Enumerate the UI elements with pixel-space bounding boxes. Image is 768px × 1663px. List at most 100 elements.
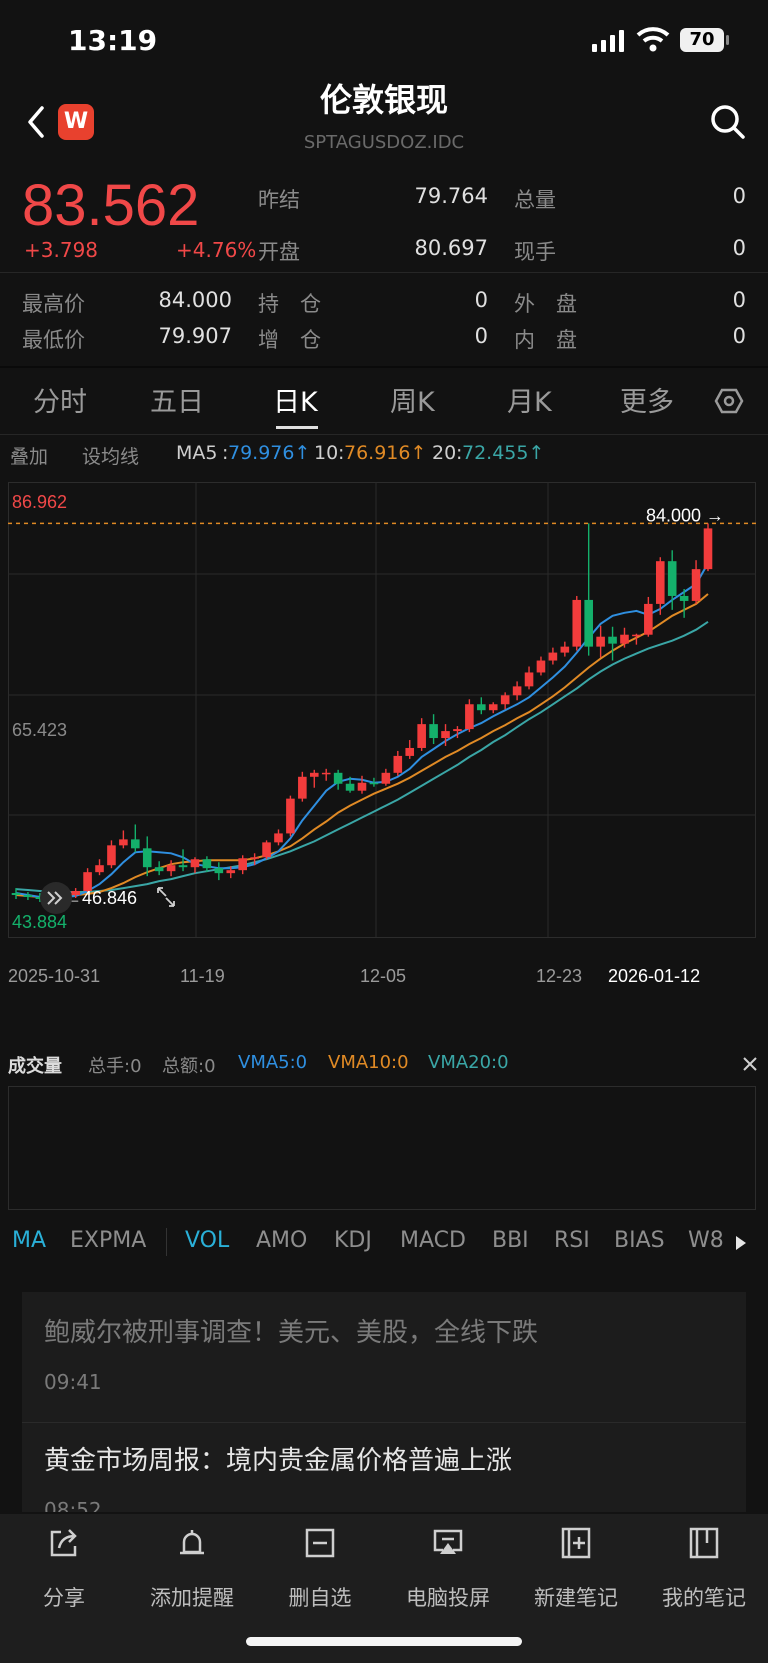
candle-down xyxy=(214,868,224,874)
candle-up xyxy=(321,772,331,775)
my-notes-label: 我的笔记 xyxy=(662,1586,746,1610)
oi-change-label: 增 仓 xyxy=(258,328,321,352)
candle-down xyxy=(154,867,164,872)
tabs-divider xyxy=(0,434,768,435)
open-interest-value: 0 xyxy=(474,288,488,312)
candle-up xyxy=(465,704,474,730)
vma20-value: VMA20:0 xyxy=(428,1052,509,1073)
prev-settle-value: 79.764 xyxy=(414,184,488,208)
x-axis-label: 2026-01-12 xyxy=(608,966,700,986)
candle-up xyxy=(166,865,176,872)
period-tabs: 分时 五日 日K 周K 月K 更多 xyxy=(0,368,768,434)
page-title: 伦敦银现 xyxy=(319,81,448,119)
x-axis-label: 2025-10-31 xyxy=(8,966,100,986)
candle-down xyxy=(202,859,212,869)
chart-frame xyxy=(8,482,756,938)
close-icon[interactable] xyxy=(742,1056,758,1072)
news-time-2: 08:52 xyxy=(44,1498,102,1512)
kline-svg[interactable]: 86.962 65.423 43.884 84.000 → ←46.846 2025-10… xyxy=(8,482,756,992)
screen-cast-button[interactable]: 电脑投屏 xyxy=(384,1526,512,1610)
candle-up xyxy=(417,724,426,748)
back-arrow-icon[interactable] xyxy=(22,102,52,142)
candle-up xyxy=(524,672,534,687)
home-indicator[interactable] xyxy=(246,1637,522,1646)
outer-volume-value: 0 xyxy=(732,288,746,312)
tab-weekly-k[interactable]: 周K xyxy=(390,387,435,418)
candle-down xyxy=(608,636,617,644)
candle-up xyxy=(238,858,247,871)
y-axis-mid-label: 65.423 xyxy=(12,720,67,740)
quote-panel: 83.562 +3.798 +4.76% 昨结 79.764 开盘 80.697… xyxy=(0,170,768,360)
tab-monthly-k[interactable]: 月K xyxy=(507,387,552,418)
tab-intraday[interactable]: 分时 xyxy=(33,387,87,418)
candle-up xyxy=(190,859,200,868)
ma10-label: 10 xyxy=(314,442,339,464)
news-title-2[interactable]: 黄金市场周报：境内贵金属价格普遍上涨 xyxy=(44,1446,513,1476)
candle-up xyxy=(250,857,259,859)
share-label: 分享 xyxy=(43,1586,85,1610)
tab-five-day[interactable]: 五日 xyxy=(150,387,204,418)
indicator-amo[interactable]: AMO xyxy=(256,1228,308,1253)
indicator-rsi[interactable]: RSI xyxy=(554,1228,590,1253)
candle-up xyxy=(488,704,498,711)
ma20-line xyxy=(15,620,709,893)
last-price: 83.562 xyxy=(22,173,200,238)
candle-down xyxy=(369,782,379,785)
new-note-button[interactable]: 新建笔记 xyxy=(512,1526,640,1610)
candle-up xyxy=(71,891,80,896)
current-hand-value: 0 xyxy=(732,236,746,260)
cellular-signal-icon xyxy=(592,30,624,52)
news-time-1: 09:41 xyxy=(44,1370,102,1394)
remove-watchlist-button[interactable]: 删自选 xyxy=(256,1526,384,1610)
indicator-macd[interactable]: MACD xyxy=(400,1228,466,1253)
candle-down xyxy=(35,897,45,899)
new-note-label: 新建笔记 xyxy=(534,1586,618,1610)
indicator-expma[interactable]: EXPMA xyxy=(70,1228,147,1253)
outer-volume-label: 外 盘 xyxy=(514,292,577,316)
ma10-line xyxy=(15,593,709,898)
play-right-icon[interactable] xyxy=(734,1234,748,1252)
ma5-label: MA5 xyxy=(176,442,218,464)
high-label: 最高价 xyxy=(22,292,85,316)
volume-title: 成交量 xyxy=(8,1056,62,1077)
new-note-icon xyxy=(561,1527,591,1559)
inner-volume-value: 0 xyxy=(732,324,746,348)
candle-down xyxy=(679,595,689,601)
indicator-kdj[interactable]: KDJ xyxy=(334,1228,372,1253)
symbol-code: SPTAGUSDOZ.IDC xyxy=(303,132,465,153)
overlay-button[interactable]: 叠加 xyxy=(10,446,49,468)
kline-chart[interactable]: 86.962 65.423 43.884 84.000 → ←46.846 2025-10… xyxy=(8,482,756,992)
quote-divider xyxy=(0,272,768,273)
indicator-bbi[interactable]: BBI xyxy=(492,1228,529,1253)
news-title-1[interactable]: 鲍威尔被刑事调查！美元、美股，全线下跌 xyxy=(44,1318,539,1348)
add-alert-button[interactable]: 添加提醒 xyxy=(128,1526,256,1610)
candle-up xyxy=(596,636,605,647)
my-notes-button[interactable]: 我的笔记 xyxy=(640,1526,768,1610)
indicator-w8[interactable]: W8 xyxy=(688,1228,724,1253)
tab-more[interactable]: 更多 xyxy=(620,387,674,418)
indicator-vol[interactable]: VOL xyxy=(185,1228,230,1253)
app-logo-icon[interactable]: W xyxy=(58,104,94,140)
share-icon xyxy=(50,1529,77,1557)
status-time: 13:19 xyxy=(68,24,158,57)
oi-change-value: 0 xyxy=(474,324,488,348)
active-tab-underline xyxy=(276,426,318,429)
indicator-bias[interactable]: BIAS xyxy=(614,1228,665,1253)
share-button[interactable]: 分享 xyxy=(0,1526,128,1610)
indicator-ma[interactable]: MA xyxy=(12,1228,47,1253)
candle-up xyxy=(644,603,653,635)
chart-settings-icon[interactable] xyxy=(714,386,744,416)
news-list: 鲍威尔被刑事调查！美元、美股，全线下跌 09:41 黄金市场周报：境内贵金属价格… xyxy=(22,1292,746,1512)
search-icon[interactable] xyxy=(708,102,748,142)
battery-indicator: 70 xyxy=(680,28,724,52)
candle-up xyxy=(95,865,104,873)
candle-up xyxy=(572,599,582,647)
minus-square-icon xyxy=(305,1528,335,1558)
set-ma-button[interactable]: 设均线 xyxy=(82,446,140,468)
section-divider xyxy=(0,366,768,368)
tab-daily-k[interactable]: 日K xyxy=(273,387,318,418)
ma-legend-bar: 叠加 设均线 MA5 : 79.976↑ 10 : 76.916↑ 20 : 7… xyxy=(10,442,545,468)
candle-up xyxy=(286,798,295,834)
ma5-value: 79.976↑ xyxy=(228,442,311,464)
candle-up xyxy=(691,569,701,601)
